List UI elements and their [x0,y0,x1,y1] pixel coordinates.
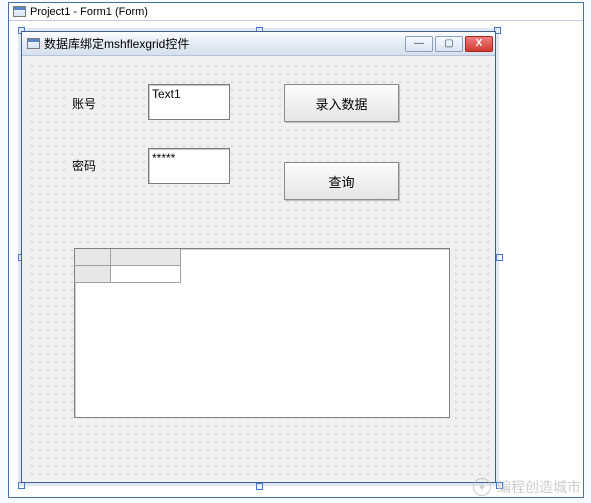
close-button[interactable]: X [465,36,493,52]
watermark: ✦ 编程创造城市 [473,477,581,497]
flexgrid-corner-cell [75,249,111,266]
form1-title-text: 数据库绑定mshflexgrid控件 [44,35,405,52]
label-password: 密码 [70,156,98,175]
mshflexgrid[interactable] [74,248,450,418]
form1-window[interactable]: 数据库绑定mshflexgrid控件 — ▢ X 账号 密码 Text1 ***… [21,31,496,483]
resize-handle-s[interactable] [256,483,263,490]
button-query[interactable]: 查询 [284,162,399,200]
button-input-data[interactable]: 录入数据 [284,84,399,122]
textbox-account-value: Text1 [152,87,181,101]
maximize-button[interactable]: ▢ [435,36,463,52]
flexgrid-cell[interactable] [111,266,181,283]
form-icon [27,38,40,49]
form-icon [13,6,26,17]
watermark-icon: ✦ [473,478,491,496]
designer-title-text: Project1 - Form1 (Form) [30,6,148,18]
button-input-data-label: 录入数据 [315,94,367,113]
resize-handle-sw[interactable] [18,482,25,489]
designer-mdi-child: Project1 - Form1 (Form) 数据库绑定mshflexgrid… [8,2,584,498]
watermark-text: 编程创造城市 [497,477,581,497]
label-account: 账号 [70,94,98,113]
minimize-button[interactable]: — [405,36,433,52]
textbox-password-value: ***** [152,151,175,165]
flexgrid-col-header [111,249,181,266]
button-query-label: 查询 [328,172,354,191]
flexgrid-row [75,266,449,283]
form1-client-area[interactable]: 账号 密码 Text1 ***** 录入数据 查询 [26,60,491,478]
designer-surface[interactable]: 数据库绑定mshflexgrid控件 — ▢ X 账号 密码 Text1 ***… [9,21,583,497]
minimize-icon: — [414,39,424,49]
designer-titlebar: Project1 - Form1 (Form) [9,3,583,21]
close-icon: X [476,39,483,49]
textbox-password[interactable]: ***** [148,148,230,184]
window-buttons: — ▢ X [405,36,493,52]
form1-titlebar[interactable]: 数据库绑定mshflexgrid控件 — ▢ X [22,32,495,56]
flexgrid-header-row [75,249,449,266]
maximize-icon: ▢ [444,39,453,49]
resize-handle-e[interactable] [496,254,503,261]
flexgrid-row-header [75,266,111,283]
textbox-account[interactable]: Text1 [148,84,230,120]
